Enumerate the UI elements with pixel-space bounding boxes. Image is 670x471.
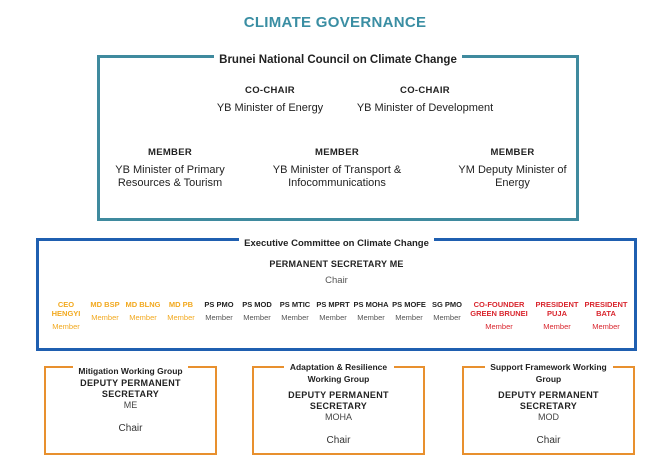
wg-title: DEPUTY PERMANENT SECRETARY xyxy=(498,390,599,411)
executive-chair: PERMANENT SECRETARY ME Chair xyxy=(39,259,634,286)
adaptation-working-group: Adaptation & Resilience Working Group DE… xyxy=(252,361,425,455)
member-md-blng: MD BLNG Member xyxy=(125,300,161,322)
member-president-puja: PRESIDENT PUJA Member xyxy=(535,300,579,331)
wg-label: Mitigation Working Group xyxy=(73,365,188,377)
member-president-bata: PRESIDENT BATA Member xyxy=(584,300,628,331)
member-primary-resources: MEMBER YB Minister of Primary Resources … xyxy=(100,147,240,190)
member-ps-moha: PS MOHA Member xyxy=(353,300,389,322)
role-name: YB Minister of Primary Resources & Touri… xyxy=(115,164,225,189)
wg-label: Support Framework Working Group xyxy=(484,361,613,385)
role-name: YB Minister of Transport & Infocommunica… xyxy=(272,164,402,189)
member-ps-pmo: PS PMO Member xyxy=(204,300,234,322)
wg-title: DEPUTY PERMANENT SECRETARY xyxy=(288,390,389,411)
member-md-pb: MD PB Member xyxy=(167,300,195,322)
role-label: CO-CHAIR xyxy=(245,85,295,96)
wg-chair: Chair xyxy=(326,435,351,446)
support-framework-working-group: Support Framework Working Group DEPUTY P… xyxy=(462,361,635,455)
member-ps-mtic: PS MTIC Member xyxy=(279,300,311,322)
wg-org: ME xyxy=(123,400,138,410)
member-ps-mod: PS MOD Member xyxy=(242,300,272,322)
wg-chair: Chair xyxy=(118,423,143,434)
role-name: YM Deputy Minister of Energy xyxy=(458,164,567,189)
co-chair-energy: CO-CHAIR YB Minister of Energy xyxy=(200,85,340,115)
wg-org: MOD xyxy=(538,412,559,422)
chair-title: PERMANENT SECRETARY ME xyxy=(269,259,404,269)
member-transport: MEMBER YB Minister of Transport & Infoco… xyxy=(267,147,407,190)
national-council-box: Brunei National Council on Climate Chang… xyxy=(97,53,579,221)
member-deputy-energy: MEMBER YM Deputy Minister of Energy xyxy=(440,147,585,190)
mitigation-working-group: Mitigation Working Group DEPUTY PERMANEN… xyxy=(44,365,217,455)
role-label: CO-CHAIR xyxy=(400,85,450,96)
wg-org: MOHA xyxy=(325,412,352,422)
member-ps-mprt: PS MPRT Member xyxy=(316,300,350,322)
chair-role: Chair xyxy=(325,275,348,286)
member-md-bsp: MD BSP Member xyxy=(90,300,120,322)
role-label: MEMBER xyxy=(314,147,360,158)
executive-committee-box: Executive Committee on Climate Change PE… xyxy=(36,237,637,351)
wg-label: Adaptation & Resilience Working Group xyxy=(283,361,394,385)
member-ps-mofe: PS MOFE Member xyxy=(392,300,426,322)
co-chair-development: CO-CHAIR YB Minister of Development xyxy=(345,85,505,115)
member-sg-pmo: SG PMO Member xyxy=(431,300,462,322)
page-title: CLIMATE GOVERNANCE xyxy=(243,14,427,31)
role-label: MEMBER xyxy=(147,147,193,158)
wg-title: DEPUTY PERMANENT SECRETARY xyxy=(80,378,181,399)
role-label: MEMBER xyxy=(490,147,535,158)
wg-chair: Chair xyxy=(536,435,561,446)
council-label: Brunei National Council on Climate Chang… xyxy=(214,53,462,68)
role-name: YB Minister of Energy xyxy=(216,102,324,114)
role-name: YB Minister of Development xyxy=(356,102,494,114)
member-ceo-hengyi: CEO HENGYI Member xyxy=(51,300,81,331)
member-green-brunei: CO-FOUNDER GREEN BRUNEI Member xyxy=(470,300,528,331)
executive-label: Executive Committee on Climate Change xyxy=(239,237,434,251)
